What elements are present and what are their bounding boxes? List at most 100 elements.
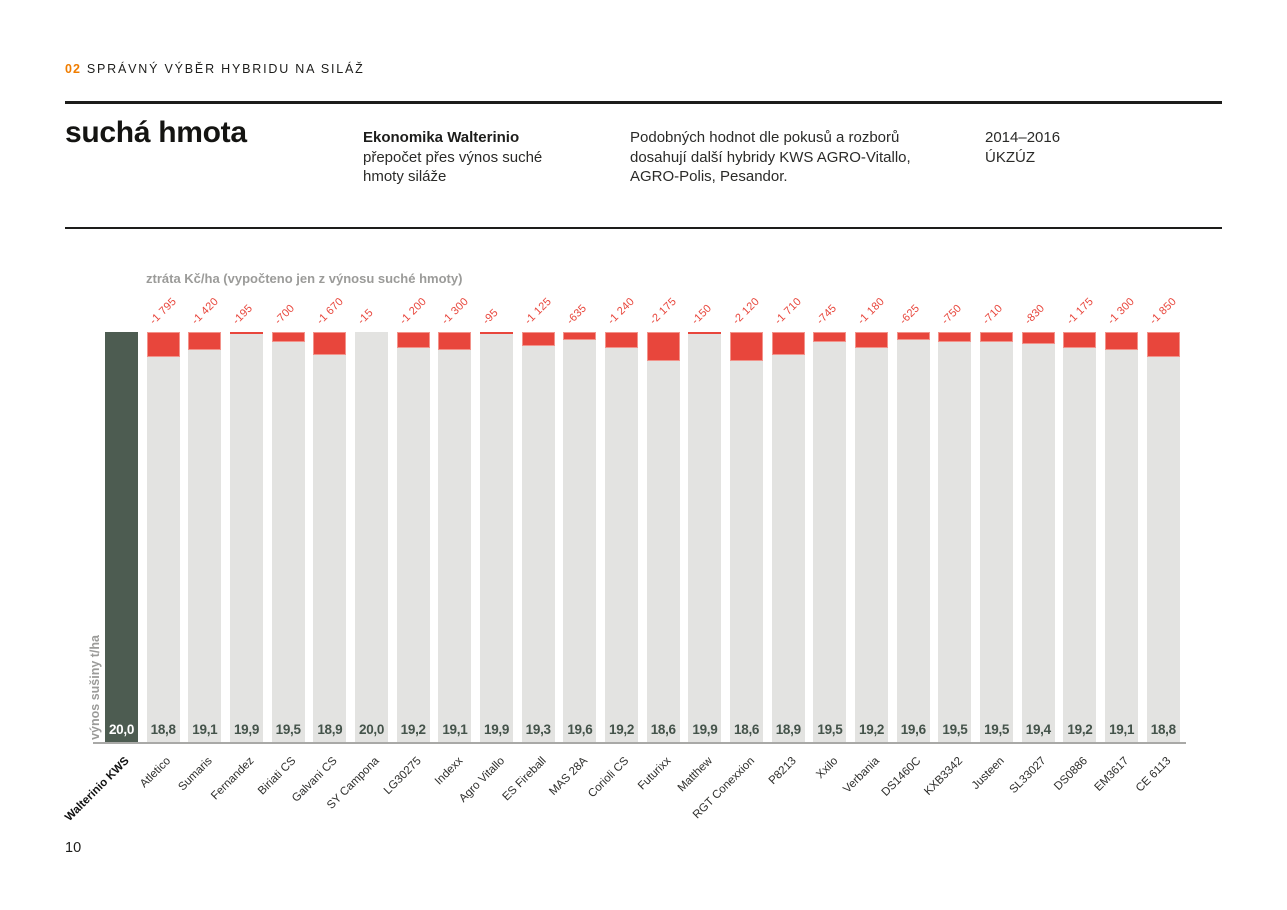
yield-value-label: 18,8 <box>150 722 176 737</box>
loss-value-label: -1 125 <box>522 295 554 327</box>
subtitle-line: hmoty siláže <box>363 168 447 185</box>
category-label: Xxilo <box>813 755 841 782</box>
loss-segment <box>230 332 264 334</box>
bar-atletico: -1 795 18,8 Atletico <box>138 296 180 790</box>
bar-verbania: -1 180 19,2 Verbania <box>841 296 889 796</box>
loss-segment <box>313 332 347 355</box>
loss-segment <box>813 332 847 342</box>
description-line: dosahují další hybridy KWS AGRO-Vitallo, <box>630 148 911 166</box>
chapter-number: 02 <box>65 62 81 76</box>
category-label: Biriati CS <box>255 755 299 798</box>
chapter-title: SPRÁVNÝ VÝBĚR HYBRIDU NA SILÁŽ <box>86 62 365 76</box>
bar-es-fireball: -1 125 19,3 ES Fireball <box>500 296 555 803</box>
yield-value-label: 19,2 <box>609 722 635 737</box>
yield-value-label: 18,6 <box>734 722 760 737</box>
bar-futurixx: -2 175 18,6 Futurixx <box>636 296 680 792</box>
loss-segment <box>396 332 430 348</box>
bar-walterinio-kws: 20,0 Walterinio KWS <box>63 332 138 824</box>
bar-sl33027: -830 19,4 SL33027 <box>1007 302 1055 796</box>
loss-segment <box>1105 332 1139 350</box>
subtitle-bold: Ekonomika Walterinio <box>363 129 520 146</box>
bar-ds1460c: -625 19,6 DS1460C <box>880 302 930 799</box>
bar-fernandez: -195 19,9 Fernandez <box>209 302 264 802</box>
category-label: Walterinio KWS <box>62 755 132 824</box>
intro-description: Podobných hodnot dle pokusů a rozborů do… <box>630 128 940 187</box>
bars: 20,0 Walterinio KWS -1 795 18,8 Atletico -1 4… <box>63 296 1180 824</box>
category-label: Corioli CS <box>586 755 632 801</box>
loss-segment <box>480 332 514 334</box>
loss-value-label: -750 <box>939 302 964 327</box>
loss-segment <box>688 332 722 334</box>
loss-segment <box>521 332 555 346</box>
bar-rgt-conexxion: -2 120 18,6 RGT Conexxion <box>691 296 764 821</box>
loss-segment <box>938 332 972 342</box>
yield-value-label: 19,5 <box>984 722 1010 737</box>
header-rule <box>65 101 1222 104</box>
loss-value-label: -1 300 <box>1105 295 1138 327</box>
category-label: Matthew <box>675 755 716 795</box>
bar-indexx: -1 300 19,1 Indexx <box>433 296 472 787</box>
category-label: Verbania <box>841 755 882 796</box>
loss-segment <box>146 332 180 357</box>
category-label: Justeen <box>969 755 1007 792</box>
yield-value-label: 19,9 <box>233 722 260 737</box>
bar-sumaris: -1 420 19,1 Sumaris <box>177 296 222 793</box>
loss-segment <box>1063 332 1097 348</box>
loss-segment <box>646 332 680 361</box>
y-axis-label: výnos sušiny t/ha <box>88 635 102 740</box>
yield-value-label: 18,6 <box>650 722 676 737</box>
loss-value-label: -1 300 <box>439 295 471 327</box>
category-label: Indexx <box>432 755 466 788</box>
yield-value-label: 19,1 <box>192 722 218 737</box>
category-label: KXB3342 <box>922 755 966 798</box>
category-label: DS1460C <box>879 755 924 799</box>
loss-value-label: -1 175 <box>1064 295 1096 327</box>
category-label: LG30275 <box>381 755 424 797</box>
page-kicker: 02 SPRÁVNÝ VÝBĚR HYBRIDU NA SILÁŽ <box>65 62 365 76</box>
yield-value-label: 19,5 <box>275 722 301 737</box>
yield-value-label: 19,2 <box>400 722 426 737</box>
bar-biriati-cs: -700 19,5 Biriati CS <box>256 302 305 797</box>
yield-value-label: 19,9 <box>484 722 510 737</box>
page-number: 10 <box>65 840 82 856</box>
category-label: MAS 28A <box>547 755 591 798</box>
bar-corioli-cs: -1 240 19,2 Corioli CS <box>587 296 639 800</box>
x-axis-line <box>93 742 1186 744</box>
loss-value-label: -1 240 <box>605 295 638 327</box>
category-label: CE 6113 <box>1133 755 1174 795</box>
chart-loss-axis-title: ztráta Kč/ha (vypočteno jen z výnosu suc… <box>146 271 463 286</box>
loss-value-label: -2 175 <box>647 295 679 327</box>
loss-segment <box>188 332 222 350</box>
loss-segment <box>563 332 597 340</box>
bar-agro-vitallo: -95 19,9 Agro Vitallo <box>457 307 514 805</box>
loss-segment <box>896 332 930 340</box>
loss-value-label: -1 850 <box>1147 295 1179 327</box>
loss-value-label: -15 <box>355 306 376 327</box>
loss-value-label: -1 200 <box>397 295 429 327</box>
bar-xxilo: -745 19,5 Xxilo <box>813 302 847 781</box>
loss-value-label: -1 795 <box>147 295 179 327</box>
bar-kxb3342: -750 19,5 KXB3342 <box>922 302 972 798</box>
bar-lg30275: -1 200 19,2 LG30275 <box>381 296 430 797</box>
yield-value-label: 19,9 <box>692 722 718 737</box>
loss-value-label: -745 <box>814 302 839 327</box>
period: 2014–2016 <box>985 129 1061 146</box>
yield-value-label: 19,1 <box>442 722 468 737</box>
intro-rule <box>65 227 1222 229</box>
loss-segment <box>855 332 889 348</box>
description-line: AGRO-Polis, Pesandor. <box>630 168 788 185</box>
loss-segment <box>771 332 805 355</box>
loss-segment <box>271 332 305 342</box>
bar-mas-28a: -635 19,6 MAS 28A <box>547 302 597 798</box>
intro-source: 2014–2016 ÚKZÚZ <box>985 128 1185 167</box>
loss-value-label: -700 <box>272 302 298 327</box>
loss-segment <box>1021 332 1055 344</box>
bar-ce-6113: -1 850 18,8 CE 6113 <box>1134 296 1180 795</box>
category-label: Sumaris <box>176 755 215 794</box>
bar-sy-campona: -15 20,0 SY Campona <box>325 307 389 812</box>
yield-value-label: 18,8 <box>1150 722 1176 737</box>
description-line: Podobných hodnot dle pokusů a rozborů <box>630 129 900 146</box>
subtitle-line: přepočet přes výnos suché <box>363 148 543 166</box>
yield-value-label: 18,9 <box>317 722 343 737</box>
